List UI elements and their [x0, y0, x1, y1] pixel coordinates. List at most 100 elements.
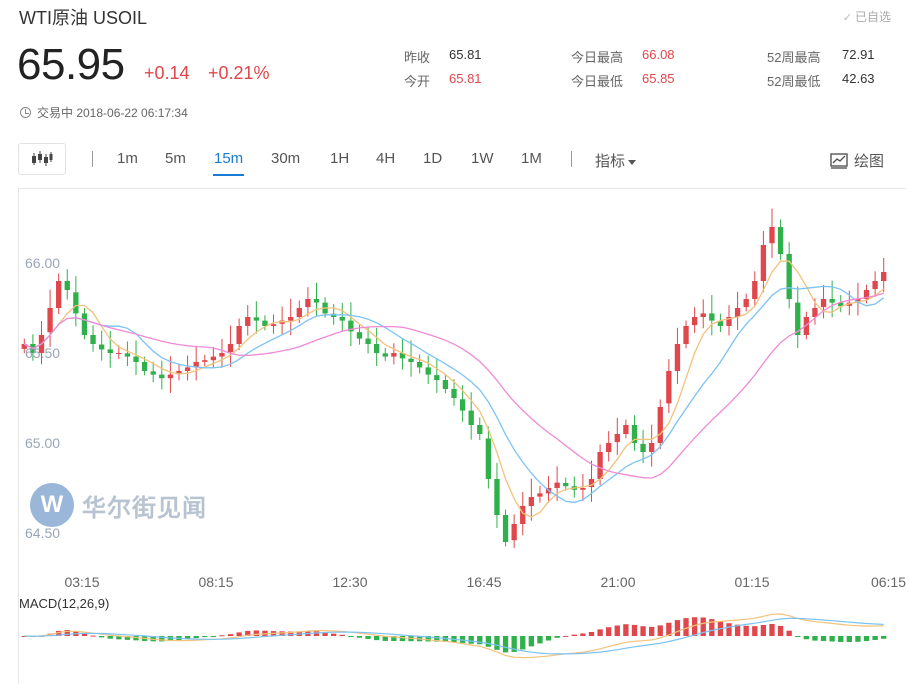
- x-tick-label: 06:15: [871, 574, 906, 590]
- candle-body: [64, 281, 70, 290]
- macd-bar: [691, 617, 698, 636]
- macd-bar: [159, 636, 165, 642]
- macd-bar: [434, 636, 440, 642]
- candle-body: [803, 317, 810, 335]
- candle-body: [734, 308, 741, 317]
- candle-body: [502, 515, 509, 542]
- candle-body: [305, 299, 311, 308]
- macd-bar: [107, 636, 113, 639]
- candle-body: [21, 344, 27, 349]
- candle-body: [313, 299, 320, 303]
- macd-bar: [322, 632, 328, 636]
- macd-bar: [339, 634, 345, 636]
- candle-body: [537, 493, 543, 497]
- candle-body: [855, 299, 861, 303]
- macd-bar: [494, 636, 500, 650]
- stat-label: 52周最高: [767, 50, 821, 65]
- macd-bar: [502, 636, 509, 653]
- candle-body: [606, 443, 612, 452]
- candle-body: [90, 335, 96, 344]
- candle-body: [245, 317, 251, 326]
- macd-bar: [528, 636, 535, 647]
- stat-value: 66.08: [642, 47, 675, 62]
- stat-label: 今开: [404, 74, 431, 89]
- stat-52w-high: 52周最高 72.91: [767, 47, 875, 66]
- stat-label: 昨收: [404, 50, 431, 65]
- stat-value: 65.81: [449, 47, 482, 62]
- period-1d[interactable]: 1D: [423, 150, 443, 167]
- period-30m[interactable]: 30m: [271, 150, 301, 167]
- macd-bar: [279, 631, 285, 636]
- candle-body: [786, 254, 792, 299]
- macd-bar: [657, 625, 663, 636]
- period-1h[interactable]: 1H: [330, 150, 350, 167]
- instrument-title: WTI原油 USOIL: [19, 8, 148, 28]
- candle-body: [640, 443, 646, 452]
- macd-bar: [571, 634, 577, 636]
- chart-area[interactable]: [18, 188, 906, 684]
- macd-bar: [674, 620, 681, 636]
- macd-bar: [743, 625, 749, 636]
- period-15m[interactable]: 15m: [212, 150, 245, 176]
- watchlist-toggle[interactable]: ✓ 已自选: [843, 8, 891, 25]
- macd-bar: [537, 636, 543, 644]
- period-1w[interactable]: 1W: [471, 150, 494, 167]
- candle-body: [288, 317, 294, 321]
- candle-body: [124, 353, 131, 357]
- stat-value: 42.63: [842, 71, 875, 86]
- draw-button[interactable]: 绘图: [830, 150, 884, 171]
- period-5m[interactable]: 5m: [165, 150, 186, 167]
- candle-body: [141, 362, 148, 371]
- candle-body: [709, 313, 715, 321]
- trading-status: 交易中 2018-06-22 06:17:34: [20, 104, 188, 121]
- candle-body: [167, 374, 174, 379]
- chart-type-button[interactable]: [18, 143, 66, 175]
- macd-bar: [133, 636, 139, 641]
- macd-bar: [210, 636, 217, 637]
- macd-bar: [485, 636, 492, 647]
- candle-body: [717, 321, 724, 326]
- clock-icon: [20, 107, 31, 118]
- y-tick-label: 66.00: [25, 255, 60, 271]
- macd-bar: [356, 636, 363, 638]
- macd-bar: [227, 634, 234, 636]
- candle-body: [597, 452, 603, 479]
- macd-bar: [872, 636, 878, 640]
- indicator-dropdown[interactable]: 指标: [595, 150, 637, 171]
- macd-bar: [253, 630, 260, 636]
- macd-bar: [313, 631, 320, 636]
- macd-bar: [648, 626, 655, 636]
- price-change-percent: +0.21%: [208, 63, 270, 83]
- macd-bar: [709, 619, 715, 636]
- stat-label: 52周最低: [767, 74, 821, 89]
- candle-body: [210, 356, 217, 361]
- stat-value: 65.81: [449, 71, 482, 86]
- period-1m[interactable]: 1m: [117, 150, 138, 167]
- candle-body: [881, 272, 887, 281]
- macd-bar: [777, 625, 784, 636]
- macd-dif-line: [24, 613, 884, 659]
- macd-bar: [760, 625, 767, 636]
- macd-bar: [399, 636, 406, 642]
- candle-body: [588, 479, 595, 488]
- candle-body: [56, 281, 62, 308]
- candle-body: [820, 299, 827, 308]
- candle-body: [253, 317, 260, 321]
- macd-dea-line: [24, 617, 884, 655]
- period-4h[interactable]: 4H: [376, 150, 396, 167]
- candle-body: [365, 338, 371, 344]
- macd-bar: [700, 617, 706, 636]
- stat-value: 65.85: [642, 71, 675, 86]
- macd-bar: [124, 636, 131, 640]
- candle-body: [657, 407, 663, 443]
- candle-body: [623, 425, 629, 434]
- candle-body: [829, 299, 835, 303]
- macd-bar: [769, 624, 775, 636]
- candle-body: [769, 227, 775, 244]
- candle-body: [382, 353, 388, 357]
- period-1mo[interactable]: 1M: [521, 150, 542, 167]
- macd-bar: [614, 625, 620, 636]
- watermark: W 华尔街见闻: [30, 483, 207, 527]
- macd-bar: [56, 630, 62, 636]
- candle-body: [107, 349, 113, 353]
